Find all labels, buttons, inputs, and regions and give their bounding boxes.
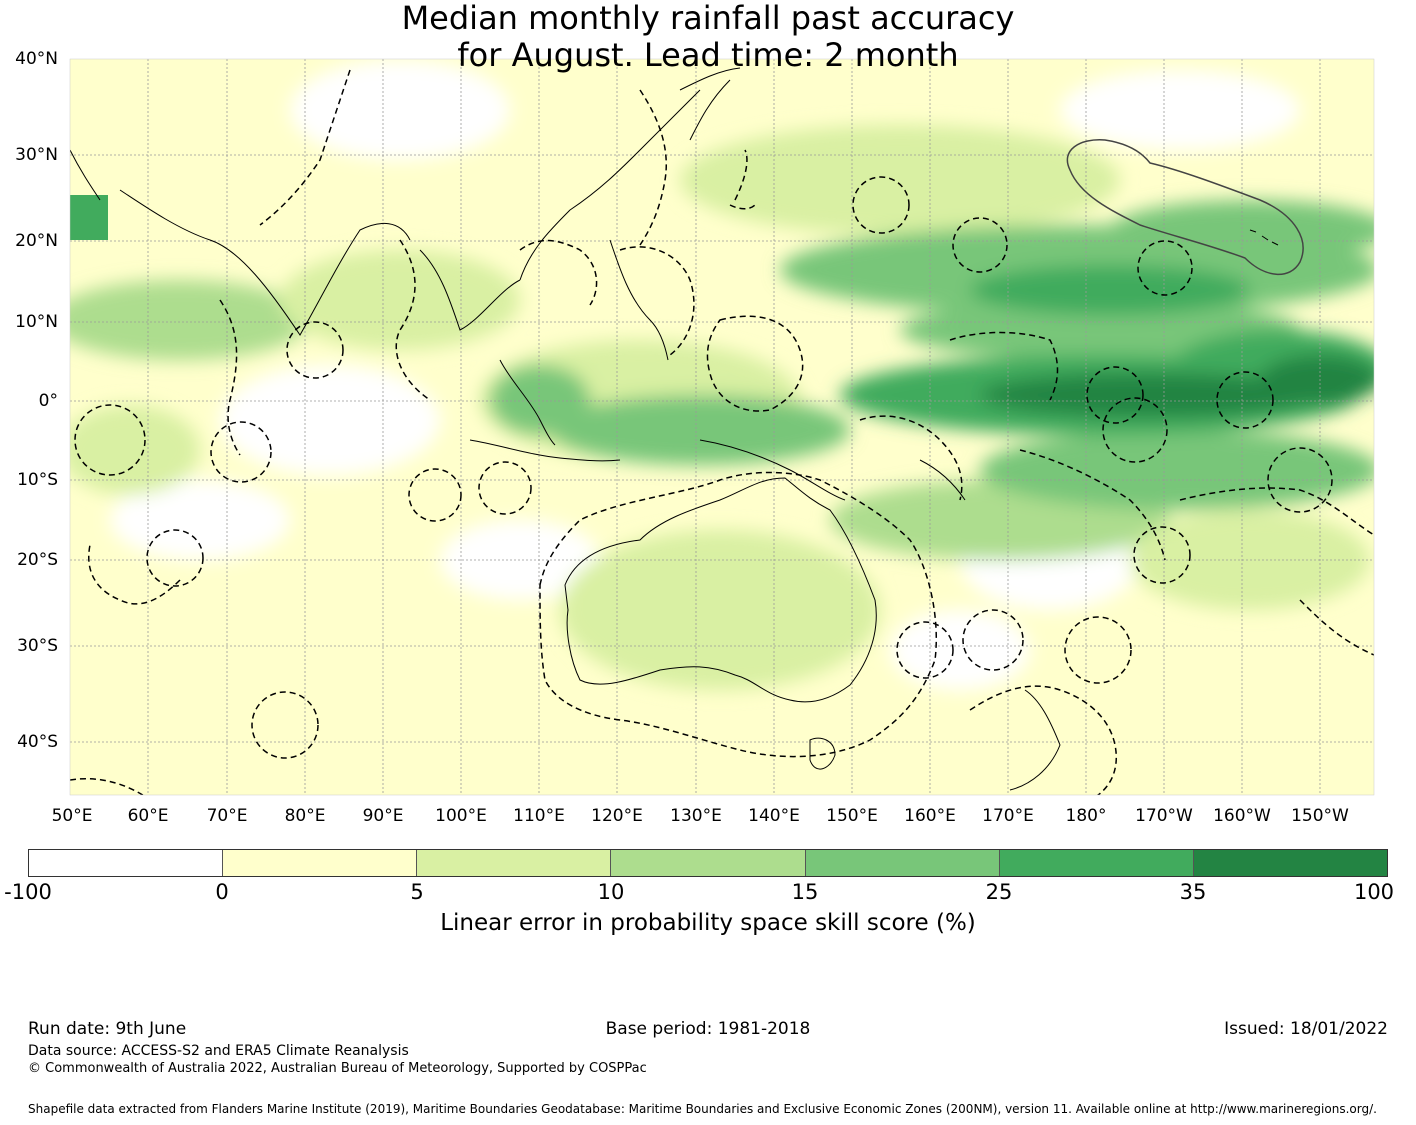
lon-label: 80°E <box>284 806 326 826</box>
lat-label: 20°N <box>15 231 58 251</box>
colorbar-segment <box>611 850 806 876</box>
colorbar-segment <box>417 850 612 876</box>
issued-date: Issued: 18/01/2022 <box>1224 1019 1388 1039</box>
colorbar-tick: 25 <box>985 880 1013 904</box>
colorbar-tick: 5 <box>410 880 424 904</box>
lat-label: 0° <box>38 391 58 411</box>
high-skill-patch <box>70 195 108 240</box>
lon-label: 120°E <box>591 806 643 826</box>
monument-outline <box>1066 139 1304 276</box>
run-date: Run date: 9th June <box>28 1019 187 1039</box>
lon-label: 60°E <box>127 806 169 826</box>
lat-label: 40°S <box>17 732 58 752</box>
lon-label: 160°W <box>1213 806 1271 826</box>
base-period: Base period: 1981-2018 <box>605 1019 811 1039</box>
lon-label: 50°E <box>51 806 93 826</box>
colorbar-segment <box>1193 850 1387 876</box>
lat-label: 10°N <box>15 312 58 332</box>
coastlines <box>70 67 1279 791</box>
lon-label: 150°W <box>1291 806 1349 826</box>
colorbar-segment <box>999 850 1194 876</box>
lat-label: 10°S <box>17 470 58 490</box>
colorbar-segment <box>805 850 1000 876</box>
colorbar-tick: 0 <box>215 880 229 904</box>
colorbar-tick: 35 <box>1179 880 1207 904</box>
lon-label: 90°E <box>362 806 404 826</box>
data-source: Data source: ACCESS-S2 and ERA5 Climate … <box>28 1043 409 1059</box>
shapefile-credit: Shapefile data extracted from Flanders M… <box>28 1102 1377 1116</box>
lon-label: 150°E <box>826 806 878 826</box>
colorbar-tick: 100 <box>1353 880 1395 904</box>
lon-label: 140°E <box>748 806 800 826</box>
lat-label: 30°S <box>17 636 58 656</box>
eez-boundaries <box>70 69 1374 795</box>
colorbar-label: Linear error in probability space skill … <box>440 910 976 936</box>
lon-label: 160°E <box>904 806 956 826</box>
lon-label: 170°E <box>982 806 1034 826</box>
lat-label: 20°S <box>17 550 58 570</box>
lon-label: 70°E <box>206 806 248 826</box>
colorbar-segment <box>223 850 418 876</box>
lat-label: 30°N <box>15 145 58 165</box>
chart-title-line1: Median monthly rainfall past accuracy <box>401 0 1015 37</box>
lon-label: 170°W <box>1135 806 1193 826</box>
colorbar <box>28 849 1388 877</box>
colorbar-tick: -100 <box>4 880 52 904</box>
colorbar-tick: 10 <box>597 880 625 904</box>
colorbar-segment <box>29 850 224 876</box>
lon-label: 180° <box>1065 806 1107 826</box>
copyright: © Commonwealth of Australia 2022, Austra… <box>28 1061 647 1076</box>
skill-field <box>70 60 1374 690</box>
lon-label: 100°E <box>435 806 487 826</box>
map-frame <box>69 58 1375 796</box>
lat-label: 40°N <box>15 49 58 69</box>
lon-label: 110°E <box>513 806 565 826</box>
chart-title-line2: for August. Lead time: 2 month <box>457 36 959 74</box>
skill-score-map <box>69 58 1375 796</box>
colorbar-tick: 15 <box>791 880 819 904</box>
lon-label: 130°E <box>670 806 722 826</box>
